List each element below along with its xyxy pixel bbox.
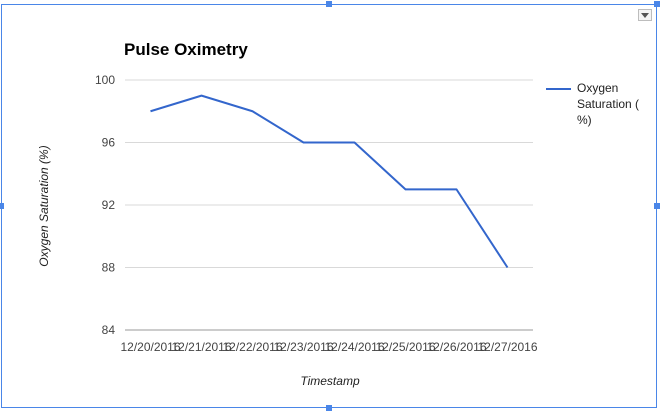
data-point[interactable] — [148, 108, 154, 114]
x-tick-label: 12/26/2016 — [426, 340, 486, 354]
x-tick-label: 12/24/2016 — [324, 340, 384, 354]
resize-handle-right[interactable] — [654, 203, 660, 209]
y-tick-label: 88 — [102, 261, 116, 275]
chart-title: Pulse Oximetry — [124, 40, 248, 59]
data-point[interactable] — [199, 93, 205, 99]
y-axis-ticks: 84 88 92 96 100 — [95, 73, 115, 337]
data-point[interactable] — [454, 186, 460, 192]
y-tick-label: 100 — [95, 73, 115, 87]
y-tick-label: 92 — [102, 198, 116, 212]
legend-label: Oxygen Saturation ( %) — [577, 81, 640, 127]
legend: Oxygen Saturation ( %) — [546, 80, 647, 128]
x-axis-title: Timestamp — [300, 374, 360, 388]
x-tick-label: 12/23/2016 — [273, 340, 333, 354]
resize-handle-bottom[interactable] — [326, 405, 332, 411]
y-axis-title: Oxygen Saturation (%) — [37, 145, 51, 266]
resize-handle-top[interactable] — [326, 1, 332, 7]
data-point[interactable] — [505, 265, 511, 271]
resize-handle-top-right[interactable] — [654, 1, 660, 7]
series-line — [150, 94, 509, 269]
y-tick-label: 96 — [102, 136, 116, 150]
data-point[interactable] — [301, 140, 307, 146]
x-tick-label: 12/27/2016 — [477, 340, 537, 354]
series-group — [148, 93, 511, 271]
y-tick-label: 84 — [102, 323, 116, 337]
gridlines — [125, 79, 533, 331]
chevron-down-icon — [641, 12, 649, 18]
data-point[interactable] — [352, 140, 358, 146]
x-tick-label: 12/20/2016 — [120, 340, 180, 354]
data-point[interactable] — [403, 186, 409, 192]
x-tick-label: 12/21/2016 — [171, 340, 231, 354]
chart-menu-button[interactable] — [638, 9, 652, 21]
x-tick-label: 12/22/2016 — [222, 340, 282, 354]
legend-swatch — [546, 88, 571, 90]
x-axis-ticks: 12/20/201612/21/201612/22/201612/23/2016… — [120, 340, 537, 354]
resize-handle-left[interactable] — [0, 203, 4, 209]
x-tick-label: 12/25/2016 — [375, 340, 435, 354]
data-point[interactable] — [250, 108, 256, 114]
